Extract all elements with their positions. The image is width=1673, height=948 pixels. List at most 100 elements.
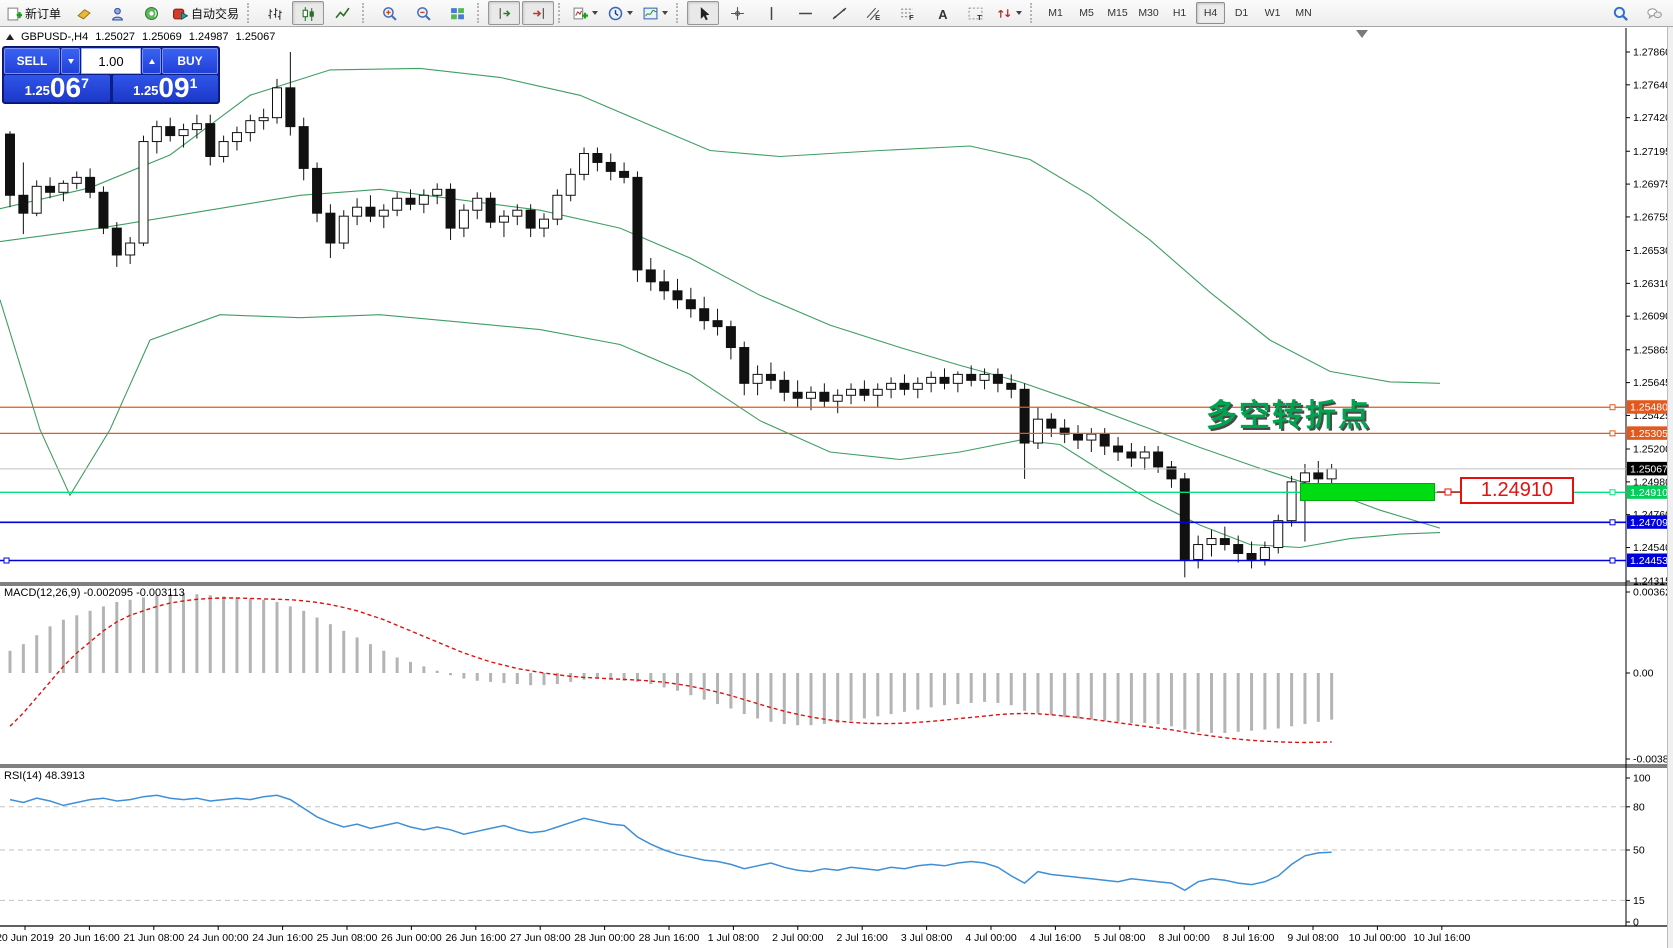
sell-button[interactable]: SELL — [4, 48, 60, 74]
sell-price-display[interactable]: 1.25 06 7 — [4, 74, 110, 102]
candle-body — [31, 185, 42, 214]
price-callout-label[interactable]: 1.24910 — [1460, 477, 1574, 504]
zoom-in-button[interactable] — [373, 1, 405, 25]
timeframe-m1-button[interactable]: M1 — [1048, 7, 1063, 19]
candle-body — [325, 212, 336, 244]
highlight-rectangle[interactable] — [1300, 483, 1435, 501]
candle-body — [712, 320, 723, 328]
chart-canvas[interactable]: 1.27860 1.27640 1.27420 1.27195 1.26975 1.267… — [0, 27, 1673, 948]
new-order-button[interactable]: 新订单 — [3, 1, 65, 25]
svg-text:26 Jun 16:00: 26 Jun 16:00 — [445, 932, 506, 944]
bar-chart-button[interactable] — [258, 1, 290, 25]
text-label-button[interactable]: T — [959, 1, 991, 25]
dropdown-caret-icon[interactable] — [627, 11, 634, 15]
candle-body — [685, 299, 696, 310]
candle-body — [71, 176, 82, 184]
candle-body — [765, 373, 776, 381]
candle-body — [352, 206, 363, 217]
candle-body — [1099, 433, 1110, 447]
candle-body — [1193, 544, 1204, 560]
candle-body — [472, 197, 483, 211]
volume-input[interactable]: 1.00 — [81, 48, 141, 74]
templates-button[interactable] — [639, 1, 672, 25]
chart-shift-button[interactable] — [522, 1, 555, 25]
toolbar: 新订单 自动交易 E F A T M1 M5 M15 M30 H1 H4 D1 W1 MN — [0, 0, 1673, 27]
crosshair-button[interactable] — [721, 1, 753, 25]
candle-body — [272, 87, 282, 119]
cursor-button[interactable] — [687, 1, 720, 25]
auto-scroll-button[interactable] — [488, 1, 521, 25]
chat-button[interactable] — [1638, 1, 1670, 25]
text-button[interactable]: A — [925, 1, 957, 25]
candle-body — [45, 185, 56, 193]
line-chart-button[interactable] — [326, 1, 358, 25]
search-button[interactable] — [1604, 1, 1636, 25]
chart-shift-marker[interactable] — [1356, 30, 1368, 38]
chart-annotation-text[interactable]: 多空转折点 — [1206, 398, 1371, 433]
buy-button[interactable]: BUY — [162, 48, 218, 74]
line-chart-icon — [334, 7, 350, 18]
toolbar-grip — [558, 3, 565, 23]
dropdown-caret-icon[interactable] — [662, 11, 669, 15]
signal-icon — [144, 6, 158, 20]
candle-body — [231, 132, 242, 143]
candle-body — [539, 218, 549, 229]
market-watch-button[interactable] — [101, 1, 133, 25]
periods-button[interactable] — [604, 1, 637, 25]
buy-price-display[interactable]: 1.25 09 1 — [112, 74, 218, 102]
panel-collapse-icon[interactable] — [6, 34, 14, 40]
candle-body — [512, 209, 523, 217]
fibonacci-button[interactable]: F — [891, 1, 923, 25]
price-badge — [1627, 426, 1672, 440]
timeframe-m30-button[interactable]: M30 — [1138, 7, 1159, 19]
tile-windows-button[interactable] — [441, 1, 473, 25]
candle-body — [365, 206, 376, 217]
cursor-icon — [700, 6, 709, 20]
symbol-timeframe: GBPUSD-,H4 — [21, 31, 89, 43]
line-anchor-handle[interactable] — [1609, 519, 1616, 526]
periods-icon — [608, 6, 623, 20]
trendline-button[interactable] — [823, 1, 855, 25]
auto-trading-button[interactable]: 自动交易 — [169, 1, 243, 25]
candle-body — [151, 126, 162, 143]
svg-text:10 Jul 16:00: 10 Jul 16:00 — [1413, 932, 1470, 944]
candle-body — [298, 126, 309, 169]
timeframe-m5-button[interactable]: M5 — [1079, 7, 1094, 19]
bollinger-middle-band — [0, 188, 1441, 529]
shift-icon — [532, 7, 544, 19]
candle-body — [832, 394, 843, 402]
candlestick-chart-button[interactable] — [292, 1, 325, 25]
timeframe-h1-button[interactable]: H1 — [1172, 7, 1187, 19]
line-anchor-handle[interactable] — [1609, 489, 1616, 496]
candle-body — [1046, 418, 1057, 429]
equidistant-channel-button[interactable]: E — [857, 1, 889, 25]
timeframe-mn-button[interactable]: MN — [1295, 7, 1312, 19]
dropdown-caret-icon[interactable] — [1016, 11, 1023, 15]
ohlc-high: 1.25069 — [142, 31, 182, 43]
candle-body — [485, 197, 496, 223]
zoom-out-button[interactable] — [407, 1, 439, 25]
vertical-line-button[interactable] — [755, 1, 787, 25]
candle-body — [579, 152, 590, 175]
line-anchor-handle[interactable] — [1609, 557, 1616, 564]
timeframe-d1-button[interactable]: D1 — [1234, 7, 1249, 19]
toolbar-grip — [362, 3, 369, 23]
line-anchor-handle[interactable] — [1609, 404, 1616, 411]
timeframe-m15-button[interactable]: M15 — [1107, 7, 1128, 19]
new-order-icon — [7, 7, 22, 20]
horizontal-line-button[interactable] — [789, 1, 821, 25]
candle-body — [672, 290, 683, 301]
volume-decrease-button[interactable] — [61, 48, 80, 74]
indicators-button[interactable] — [569, 1, 602, 25]
arrows-button[interactable] — [993, 1, 1026, 25]
candle-body — [645, 269, 656, 283]
volume-increase-button[interactable] — [142, 48, 161, 74]
timeframe-h4-button[interactable]: H4 — [1196, 2, 1226, 24]
line-anchor-handle[interactable] — [1609, 430, 1616, 437]
dropdown-caret-icon[interactable] — [592, 11, 599, 15]
signals-button[interactable] — [135, 1, 167, 25]
line-anchor-handle[interactable] — [3, 557, 10, 564]
history-center-button[interactable] — [67, 1, 99, 25]
timeframe-w1-button[interactable]: W1 — [1264, 7, 1281, 19]
